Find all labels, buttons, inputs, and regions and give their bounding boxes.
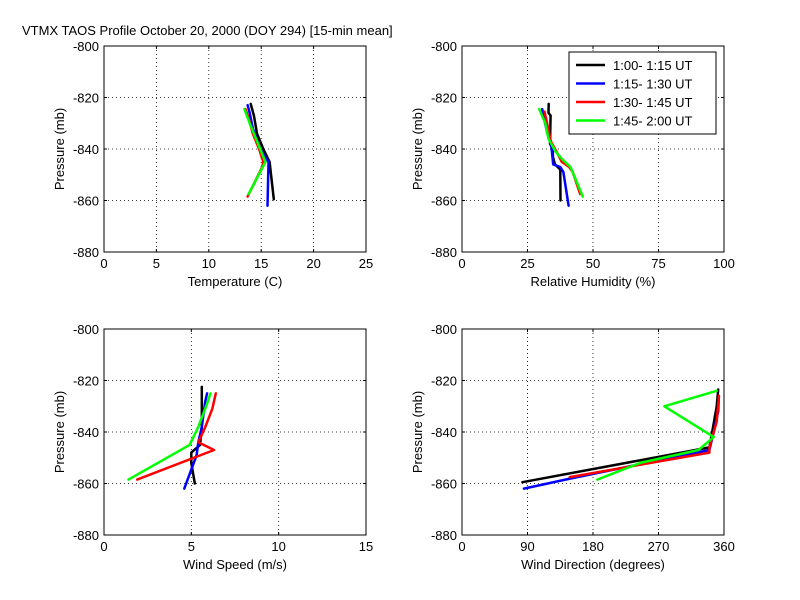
x-tick-label: 100 (713, 256, 735, 271)
y-tick-label: -800 (431, 39, 457, 54)
series-line-4 (596, 389, 718, 481)
series-line-1 (249, 102, 276, 201)
x-tick-label: 5 (188, 539, 195, 554)
y-tick-label: -840 (431, 425, 457, 440)
y-axis-label: Pressure (mb) (410, 108, 425, 190)
x-tick-label: 75 (651, 256, 665, 271)
x-tick-label: 10 (271, 539, 285, 554)
x-axis-label: Relative Humidity (%) (531, 274, 656, 289)
y-tick-label: -840 (431, 142, 457, 157)
chart-panel-1: 0 5 10 15 20 25 -880 -860 -840 -820 -800 Temperatur… (52, 39, 373, 289)
plot-area (104, 329, 366, 535)
x-tick-label: 10 (202, 256, 216, 271)
x-tick-label: 5 (153, 256, 160, 271)
y-axis-label: Pressure (mb) (410, 391, 425, 473)
legend-label: 1:45- 2:00 UT (613, 114, 693, 129)
y-tick-label: -800 (431, 322, 457, 337)
y-tick-label: -880 (431, 528, 457, 543)
y-tick-label: -820 (73, 374, 99, 389)
legend-label: 1:00- 1:15 UT (613, 58, 693, 73)
x-axis-label: Wind Speed (m/s) (183, 557, 287, 572)
chart-panel-3: 0 5 10 15 -880 -860 -840 -820 -800 Wind Speed (m/… (52, 322, 373, 572)
figure-title: VTMX TAOS Profile October 20, 2000 (DOY … (22, 23, 393, 38)
x-tick-label: 15 (359, 539, 373, 554)
series-line-3 (135, 392, 218, 481)
axes-frame (461, 45, 725, 253)
x-tick-label: 0 (100, 539, 107, 554)
series-line-4 (538, 107, 585, 198)
series-line-1 (521, 388, 720, 484)
series-line-1 (190, 385, 204, 485)
x-tick-label: 25 (359, 256, 373, 271)
y-tick-label: -800 (73, 39, 99, 54)
legend-label: 1:15- 1:30 UT (613, 77, 693, 92)
x-tick-label: 360 (713, 539, 735, 554)
y-tick-label: -840 (73, 425, 99, 440)
x-axis-label: Wind Direction (degrees) (521, 557, 665, 572)
y-tick-label: -820 (431, 91, 457, 106)
x-tick-label: 15 (254, 256, 268, 271)
plot-area (462, 329, 724, 535)
x-tick-label: 0 (458, 256, 465, 271)
chart-panel-4: 0 90 180 270 360 -880 -860 -840 -820 -800 Wind Dir… (410, 322, 735, 572)
axes-frame (103, 45, 367, 253)
series-line-4 (127, 392, 212, 481)
y-axis-label: Pressure (mb) (52, 391, 67, 473)
y-tick-label: -820 (73, 91, 99, 106)
x-tick-label: 20 (306, 256, 320, 271)
y-axis-label: Pressure (mb) (52, 108, 67, 190)
series-line-3 (568, 394, 721, 479)
x-axis-label: Temperature (C) (188, 274, 283, 289)
x-tick-label: 50 (586, 256, 600, 271)
y-tick-label: -860 (431, 477, 457, 492)
y-tick-label: -820 (431, 374, 457, 389)
y-tick-label: -880 (73, 528, 99, 543)
series-line-4 (243, 107, 267, 196)
x-tick-label: 25 (520, 256, 534, 271)
y-tick-label: -860 (73, 477, 99, 492)
y-tick-label: -860 (73, 194, 99, 209)
series-line-2 (183, 392, 209, 490)
x-tick-label: 90 (520, 539, 534, 554)
y-tick-label: -800 (73, 322, 99, 337)
y-tick-label: -880 (431, 245, 457, 260)
x-tick-label: 270 (648, 539, 670, 554)
legend-label: 1:30- 1:45 UT (613, 95, 693, 110)
x-tick-label: 0 (458, 539, 465, 554)
legend: 1:00- 1:15 UT 1:15- 1:30 UT 1:30- 1:45 UT 1… (568, 51, 717, 135)
x-tick-label: 0 (100, 256, 107, 271)
y-tick-label: -880 (73, 245, 99, 260)
plot-area (104, 46, 366, 252)
x-tick-label: 180 (582, 539, 604, 554)
y-tick-label: -840 (73, 142, 99, 157)
axes-frame (461, 328, 725, 536)
y-tick-label: -860 (431, 194, 457, 209)
axes-frame (103, 328, 367, 536)
